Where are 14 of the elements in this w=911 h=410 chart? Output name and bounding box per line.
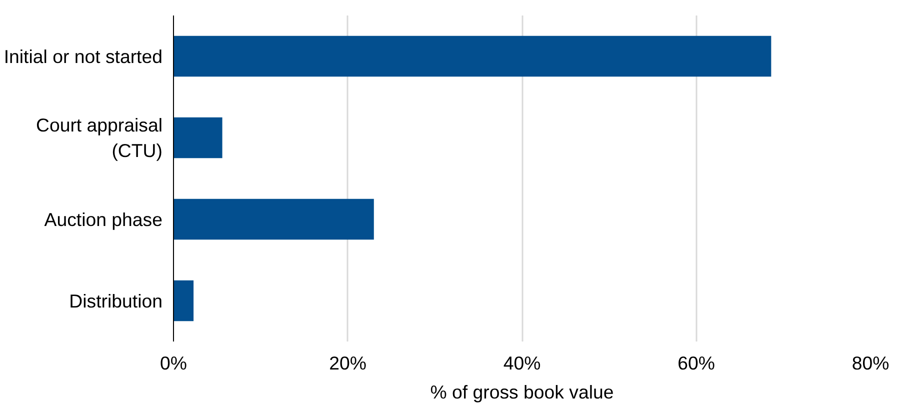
x-tick-label: 20% xyxy=(329,352,366,374)
x-tick-label: 40% xyxy=(503,352,541,374)
y-tick-label: Distribution xyxy=(69,290,163,312)
x-tick-label: 60% xyxy=(678,352,715,374)
bar xyxy=(174,117,222,158)
x-tick-label: 0% xyxy=(160,352,187,374)
x-axis-title: % of gross book value xyxy=(430,382,614,402)
y-tick-label: Court appraisal (CTU) xyxy=(36,114,163,161)
bar xyxy=(174,36,772,77)
x-tick-label: 80% xyxy=(852,352,890,374)
bar xyxy=(174,198,374,240)
bar xyxy=(174,280,194,322)
y-tick-label: Initial or not started xyxy=(4,46,163,67)
y-tick-label: Auction phase xyxy=(44,208,163,230)
